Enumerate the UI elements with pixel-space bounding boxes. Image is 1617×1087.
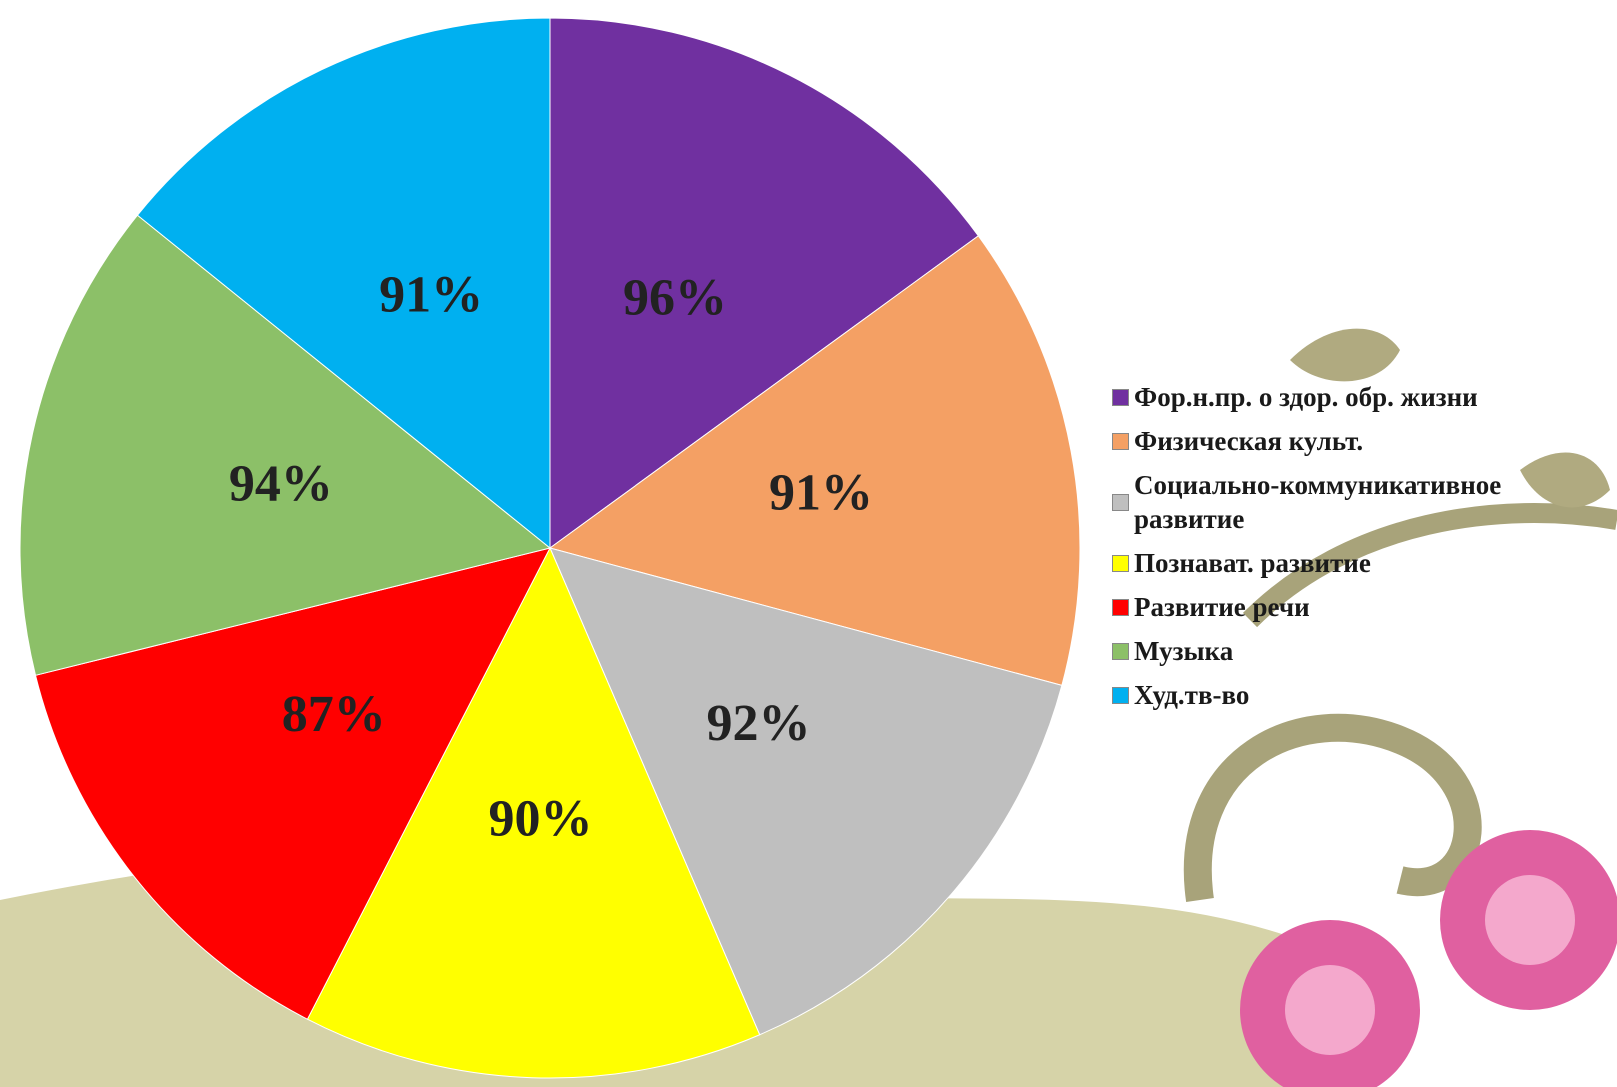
legend-label: Развитие речи [1134,590,1310,624]
legend-label: Физическая культ. [1134,424,1363,458]
slice-label: 92% [706,695,810,752]
legend-item: Худ.тв-во [1112,678,1612,712]
legend-item: Музыка [1112,634,1612,668]
legend-item: Познават. развитие [1112,546,1612,580]
legend-swatch [1112,599,1129,616]
legend-label: Худ.тв-во [1134,678,1249,712]
slice-label: 91% [379,266,483,323]
slice-label: 94% [229,455,333,512]
legend: Фор.н.пр. о здор. обр. жизни Физическая к… [1112,380,1612,722]
legend-item: Фор.н.пр. о здор. обр. жизни [1112,380,1612,414]
legend-label: Музыка [1134,634,1233,668]
slice-label: 90% [489,790,593,847]
slice-label: 87% [282,686,386,743]
legend-label: Социально-коммуникативное развитие [1134,468,1612,536]
legend-item: Развитие речи [1112,590,1612,624]
legend-swatch [1112,433,1129,450]
legend-label: Познават. развитие [1134,546,1371,580]
legend-swatch [1112,643,1129,660]
page: 96% 91% 92% 90% 87% 94% 91% Фор.н.пр. о здор. … [0,0,1617,1087]
slice-label: 96% [623,269,727,326]
legend-item: Физическая культ. [1112,424,1612,458]
legend-label: Фор.н.пр. о здор. обр. жизни [1134,380,1478,414]
legend-swatch [1112,555,1129,572]
legend-item: Социально-коммуникативное развитие [1112,468,1612,536]
legend-swatch [1112,687,1129,704]
legend-swatch [1112,389,1129,406]
slice-label: 91% [769,465,873,522]
legend-swatch [1112,494,1129,511]
